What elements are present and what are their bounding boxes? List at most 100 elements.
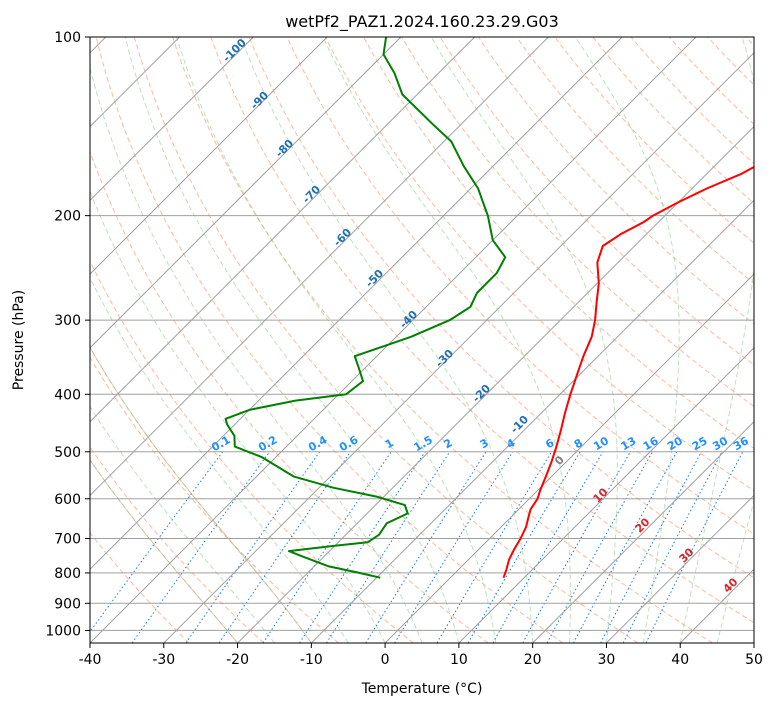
mixing-ratio-label: 0.2	[256, 433, 279, 454]
moist-adiabat	[124, 37, 460, 643]
dry-adiabat	[363, 37, 754, 449]
mixing-ratio-line	[600, 451, 702, 643]
moist-adiabat	[574, 37, 680, 643]
saturated-adiabat-label: -10	[508, 413, 531, 436]
mixing-ratio-line	[622, 451, 723, 643]
dry-adiabat	[439, 37, 754, 366]
saturated-adiabat-label: -70	[300, 183, 323, 206]
temperature-line	[502, 165, 754, 579]
mixing-ratio-label: 0.4	[306, 433, 330, 454]
isotherm	[310, 199, 754, 643]
grid	[90, 37, 754, 643]
isotherm	[90, 37, 476, 423]
mixing-ratio-label: 20	[665, 434, 685, 453]
isotherm	[458, 347, 754, 643]
moist-adiabat	[322, 37, 571, 643]
x-tick-label: -20	[226, 652, 249, 668]
mixing-ratio-label: 0.1	[209, 433, 232, 454]
moist-adiabat	[90, 276, 349, 643]
saturated-adiabat-label: -20	[470, 382, 493, 405]
y-tick-label: 200	[54, 209, 81, 225]
mixing-ratio-line	[436, 451, 553, 643]
y-tick-label: 800	[54, 566, 81, 582]
profile-lines	[224, 37, 754, 579]
mixing-ratio-label: 10	[591, 434, 611, 453]
x-tick-label: 30	[598, 652, 616, 668]
isotherm	[532, 420, 754, 643]
dry-adiabat	[172, 37, 713, 643]
y-tick-label: 1000	[45, 623, 81, 639]
moist-adiabat	[90, 405, 275, 643]
chart-title: wetPf2_PAZ1.2024.160.23.29.G03	[285, 12, 559, 32]
line-labels: 0.1 0.2 0.4 0.6 1 1.5 2 3 4 6 8 10 13 16 20 25 30 36-100-…	[209, 36, 751, 596]
x-tick-label: 50	[745, 652, 763, 668]
moist-adiabat	[90, 346, 312, 643]
moist-adiabat	[176, 37, 497, 643]
dry-adiabat	[324, 37, 754, 492]
mixing-ratio-line	[467, 451, 581, 643]
y-tick-label: 600	[54, 492, 81, 508]
x-tick-label: 10	[450, 652, 468, 668]
y-tick-label: 100	[54, 30, 81, 46]
mixing-ratio-line	[546, 451, 653, 643]
moist-adiabat	[716, 499, 754, 643]
y-tick-label: 900	[54, 596, 81, 612]
mixing-ratio-label: 36	[731, 434, 751, 453]
plot-frame	[89, 36, 755, 644]
moist-adiabat	[240, 37, 534, 643]
reference-curve	[90, 459, 238, 643]
mixing-ratio-label: 13	[619, 434, 639, 453]
x-tick-label: -30	[152, 652, 175, 668]
saturated-adiabat-label: -50	[363, 267, 386, 290]
x-tick-label: -40	[79, 652, 102, 668]
dry-adiabat	[745, 37, 754, 47]
isotherm	[90, 37, 254, 202]
mixing-ratio-label: 0.6	[337, 433, 361, 454]
dry-adiabat-label: 20	[633, 515, 653, 535]
moist-adiabat	[430, 37, 618, 643]
x-axis-label: Temperature (°C)	[361, 681, 483, 697]
mixing-ratio-label: 1.5	[412, 433, 435, 454]
saturated-adiabat-label: -30	[433, 347, 456, 370]
mixing-ratio-label: 25	[690, 434, 710, 453]
dry-adiabat-label: 30	[677, 545, 697, 565]
dry-adiabat	[516, 37, 754, 285]
isotherm	[753, 642, 754, 643]
isotherm	[90, 37, 402, 349]
y-tick-label: 400	[54, 387, 81, 403]
x-ticks: -40 -30 -20 -10 0 10 20 30 40 50	[79, 643, 763, 668]
dry-adiabat	[95, 37, 564, 643]
dewpoint-line	[224, 37, 507, 579]
isotherm	[606, 494, 754, 643]
moist-adiabat	[90, 459, 238, 643]
mixing-ratio-line	[645, 451, 744, 643]
mixing-ratio-line	[218, 451, 351, 643]
x-tick-label: 0	[381, 652, 390, 668]
mixing-ratio-label: 30	[710, 434, 730, 453]
reference-curve	[90, 346, 312, 643]
mixing-ratio-label: 16	[641, 434, 661, 453]
y-ticks: 100 200 300 400 500 600 700 800 900 1000	[45, 30, 90, 639]
dry-adiabat	[90, 150, 489, 643]
mixing-ratio-line	[325, 451, 451, 643]
moist-adiabat	[90, 189, 386, 643]
isotherm	[679, 568, 754, 643]
isotherm	[90, 37, 328, 275]
moist-adiabat	[90, 65, 423, 643]
moist-adiabat	[679, 37, 754, 643]
isotherm	[90, 37, 623, 570]
y-tick-label: 700	[54, 532, 81, 548]
mixing-ratio-line	[522, 451, 631, 643]
isotherm	[90, 37, 697, 643]
saturated-adiabat-label: -60	[331, 226, 354, 249]
saturated-adiabat-label: -80	[273, 137, 296, 160]
mixing-ratio-line	[131, 451, 271, 643]
isotherm	[237, 125, 754, 643]
dry-adiabat	[90, 531, 190, 643]
mixing-ratio-line	[262, 451, 392, 643]
dry-adiabat	[707, 37, 754, 86]
mixing-ratio-line	[90, 451, 224, 633]
mixing-ratio-line	[299, 451, 426, 643]
x-tick-label: 20	[524, 652, 542, 668]
